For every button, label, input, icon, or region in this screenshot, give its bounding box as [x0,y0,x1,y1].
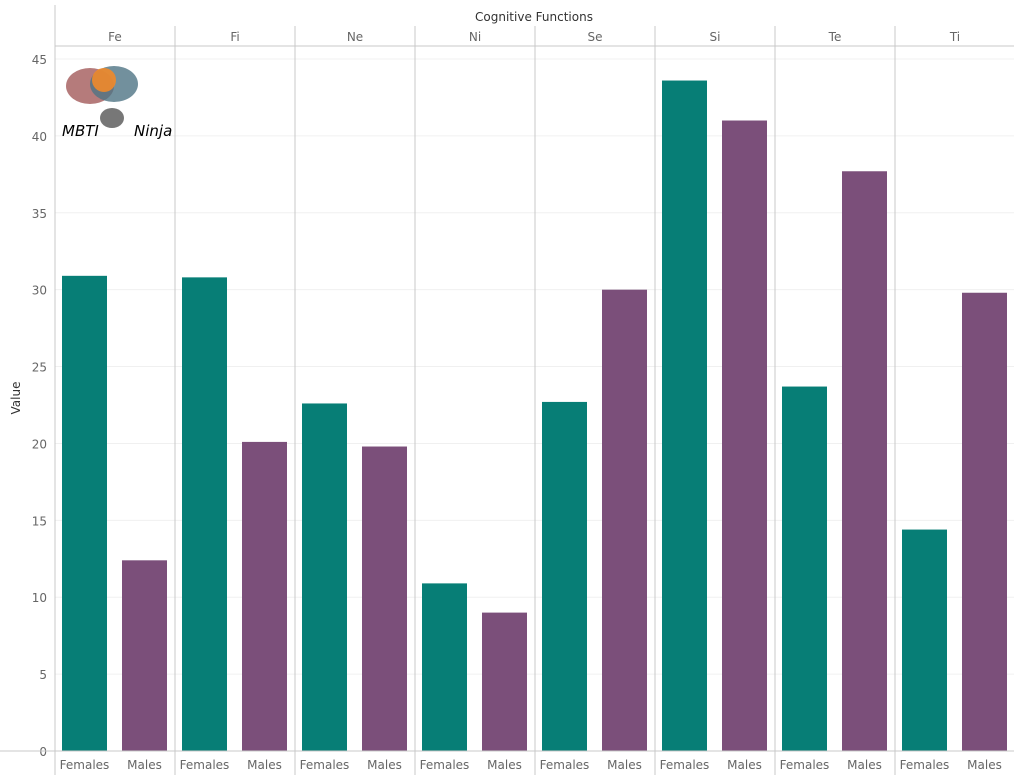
x-tick-label: Females [180,758,230,772]
bar-Fe-females [62,275,107,751]
y-tick-label: 15 [32,514,47,528]
x-tick-label: Males [487,758,522,772]
bar-Te-males [842,171,887,751]
y-tick-label: 0 [39,745,47,759]
bar-Se-females [542,401,587,751]
x-tick-label: Males [607,758,642,772]
y-tick-label: 45 [32,53,47,67]
group-header-Te: Te [828,30,842,44]
bar-Fe-males [122,560,167,751]
y-tick-label: 30 [32,284,47,298]
bar-Ni-females [422,583,467,751]
x-tick-label: Females [900,758,950,772]
y-tick-label: 40 [32,130,47,144]
x-tick-label: Males [247,758,282,772]
bar-Si-males [722,120,767,751]
x-tick-label: Females [420,758,470,772]
group-header-Ne: Ne [347,30,363,44]
bar-Te-females [782,386,827,751]
y-tick-label: 5 [39,668,47,682]
bar-Ti-females [902,529,947,751]
mbti-ninja-logo: MBTI Ninja [62,66,172,140]
x-tick-label: Males [967,758,1002,772]
x-tick-label: Males [367,758,402,772]
x-tick-label: Females [300,758,350,772]
svg-text:Ninja: Ninja [134,122,172,140]
bar-Si-females [662,80,707,752]
bar-Se-males [602,289,647,751]
x-tick-label: Females [540,758,590,772]
y-tick-label: 20 [32,437,47,451]
group-header-Si: Si [710,30,721,44]
group-header-Ni: Ni [469,30,481,44]
y-tick-label: 10 [32,591,47,605]
y-tick-label: 25 [32,361,47,375]
bars [62,80,1007,752]
x-tick-label: Males [127,758,162,772]
x-tick-label: Females [780,758,830,772]
svg-text:MBTI: MBTI [62,122,99,140]
bar-Ne-males [362,446,407,751]
bar-Fi-males [242,441,287,751]
group-header-Se: Se [588,30,603,44]
chart-title: Cognitive Functions [475,10,593,24]
y-tick-label: 35 [32,207,47,221]
bar-Fi-females [182,277,227,751]
bar-Ti-males [962,292,1007,751]
x-tick-label: Females [660,758,710,772]
x-tick-label: Females [60,758,110,772]
x-tick-label: Males [727,758,762,772]
group-header-Ti: Ti [949,30,960,44]
group-header-Fi: Fi [230,30,239,44]
group-header-Fe: Fe [108,30,122,44]
bar-Ni-males [482,612,527,751]
y-axis-label: Value [9,382,23,415]
x-tick-label: Males [847,758,882,772]
bar-Ne-females [302,403,347,751]
axes: 0 5 10 15 20 25 30 35 40 45 Fe Females Males Fi Female… [0,5,1014,775]
